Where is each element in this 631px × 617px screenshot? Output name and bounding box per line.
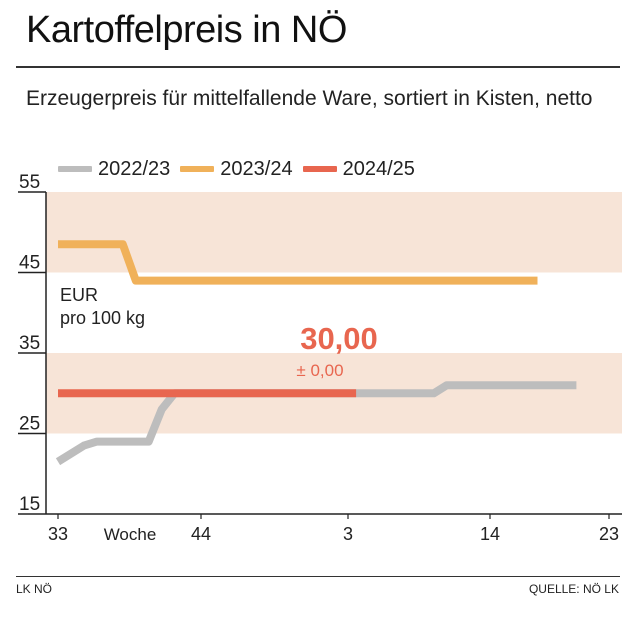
- highlight-band-1: [46, 192, 622, 273]
- x-tick-label-23: 23: [599, 524, 619, 544]
- legend-item-2022: 2022/23: [58, 158, 170, 181]
- unit-label-line-0: EUR: [60, 285, 98, 305]
- current-value-label: 30,00: [300, 321, 378, 356]
- legend-label-2023: 2023/24: [220, 157, 293, 180]
- y-tick-label-35: 35: [19, 333, 40, 354]
- legend: 2022/23 2023/24 2024/25: [58, 156, 425, 182]
- legend-label-2022: 2022/23: [98, 157, 171, 180]
- x-tick-label-33: 33: [48, 524, 68, 544]
- unit-label-line-1: pro 100 kg: [60, 308, 145, 328]
- footer-rule: [16, 576, 620, 577]
- x-axis-label: Woche: [104, 525, 157, 544]
- series-line-2022-23: [55, 381, 577, 466]
- legend-item-2024: 2024/25: [302, 157, 415, 181]
- y-tick-label-45: 45: [19, 253, 40, 274]
- x-tick-label-14: 14: [480, 524, 500, 544]
- y-tick-label-25: 25: [19, 414, 40, 435]
- legend-swatch-2023: [180, 166, 215, 172]
- footer-source-left: LK NÖ: [16, 582, 53, 596]
- legend-item-2023: 2023/24: [180, 157, 293, 181]
- legend-swatch-2024: [302, 166, 337, 172]
- y-tick-label-55: 55: [19, 172, 40, 193]
- x-tick-label-44: 44: [191, 524, 211, 544]
- change-label: ± 0,00: [296, 361, 343, 380]
- chart-title: Kartoffelpreis in NÖ: [26, 9, 347, 51]
- footer-source-right: QUELLE: NÖ LK: [528, 582, 619, 596]
- title-rule: [16, 66, 620, 68]
- legend-swatch-2022: [58, 166, 92, 172]
- legend-label-2024: 2024/25: [342, 157, 415, 180]
- x-tick-label-3: 3: [343, 524, 353, 544]
- chart-subtitle: Erzeugerpreis für mittelfallende Ware, s…: [26, 87, 593, 110]
- y-tick-label-15: 15: [19, 494, 40, 515]
- series-line-2023-24: [58, 240, 538, 285]
